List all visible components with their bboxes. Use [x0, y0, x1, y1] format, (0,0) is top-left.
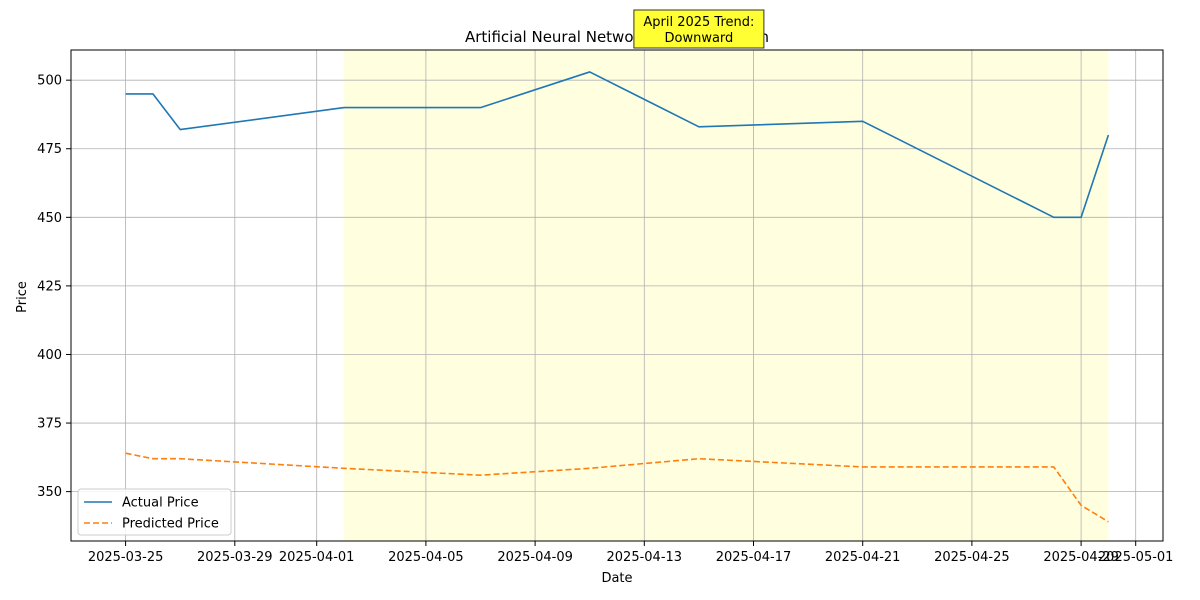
shaded-region-layer — [344, 50, 1109, 541]
legend-label: Actual Price — [122, 496, 199, 511]
annotation-text-line: April 2025 Trend: — [643, 15, 754, 30]
x-tick-label: 2025-04-21 — [825, 550, 901, 565]
y-tick-label: 350 — [37, 485, 62, 500]
x-tick-label: 2025-04-25 — [934, 550, 1010, 565]
april-shaded-region — [344, 50, 1109, 541]
series-line-predicted-price — [125, 452, 1109, 523]
x-tick-label: 2025-04-13 — [607, 550, 683, 565]
y-tick-label: 425 — [37, 279, 62, 294]
x-axis-title: Date — [601, 571, 632, 586]
series-layer — [125, 71, 1110, 523]
annotation-background — [633, 9, 765, 49]
x-tick-label: 2025-04-17 — [716, 550, 792, 565]
y-tick-label: 500 — [37, 74, 62, 89]
x-tick-label: 2025-04-29 — [1043, 550, 1119, 565]
y-tick-label: 450 — [37, 211, 62, 226]
x-tick-label: 2025-03-25 — [88, 550, 164, 565]
tick-layer: 2025-03-25 2025-03-29 2025-04-01 2025-04-05… — [37, 74, 1173, 565]
grid-layer — [71, 50, 1163, 541]
y-tick-label: 400 — [37, 348, 62, 363]
plot-frame — [70, 49, 1164, 542]
x-tick-label: 2025-04-09 — [497, 550, 573, 565]
x-tick-label: 2025-03-29 — [197, 550, 273, 565]
y-tick-label: 375 — [37, 417, 62, 432]
annotation-text-line: Downward — [664, 31, 733, 46]
legend: Actual Price Predicted Price — [77, 488, 232, 536]
x-tick-label: 2025-04-05 — [388, 550, 464, 565]
y-axis-title: Price — [15, 281, 30, 313]
x-tick-label: 2025-05-01 — [1098, 550, 1174, 565]
legend-box — [77, 488, 232, 536]
legend-label: Predicted Price — [122, 517, 219, 532]
y-tick-label: 475 — [37, 142, 62, 157]
annotation-box: April 2025 Trend:Downward — [633, 9, 765, 49]
x-tick-label: 2025-04-01 — [279, 550, 355, 565]
